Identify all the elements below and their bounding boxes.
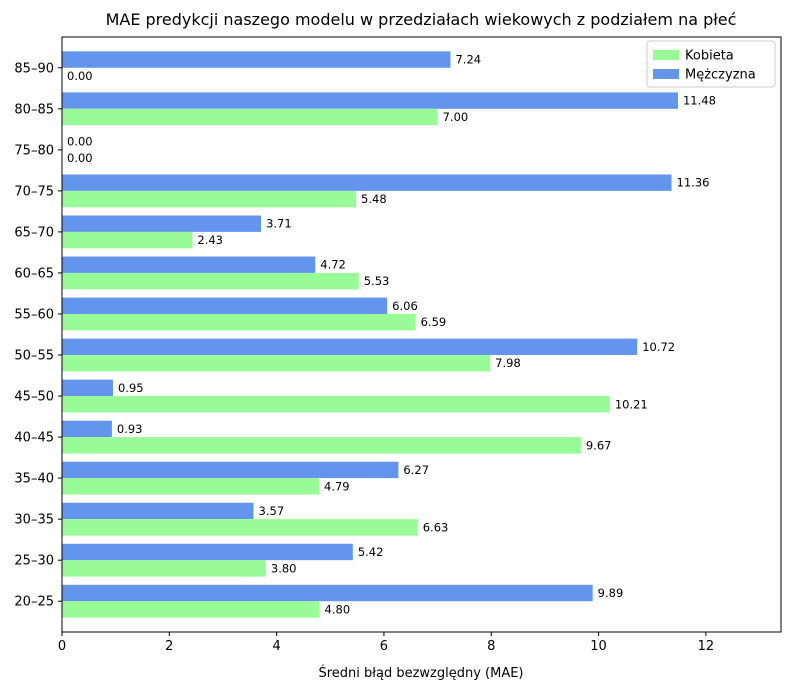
data-label-male-20–25: 9.89	[598, 586, 624, 600]
bar-female-65–70	[62, 231, 193, 249]
y-tick-label-75–80: 75–80	[14, 143, 54, 158]
data-label-male-50–55: 10.72	[642, 340, 675, 354]
bar-female-50–55	[62, 355, 491, 372]
y-tick-label-30–35: 30–35	[14, 513, 54, 528]
x-tick-label-12: 12	[698, 639, 715, 654]
data-label-male-40–45: 0.93	[117, 422, 143, 436]
bar-female-80–85	[62, 108, 438, 126]
y-tick-label-35–40: 35–40	[14, 472, 54, 487]
legend-swatch-male	[653, 69, 679, 79]
bar-male-25–30	[62, 543, 353, 561]
data-label-male-35–40: 6.27	[403, 463, 429, 477]
data-label-male-25–30: 5.42	[358, 545, 384, 559]
y-tick-label-25–30: 25–30	[14, 554, 54, 569]
y-tick-label-85–90: 85–90	[14, 61, 54, 76]
data-label-female-45–50: 10.21	[615, 397, 648, 411]
bar-female-30–35	[62, 519, 418, 536]
data-label-male-55–60: 6.06	[392, 299, 418, 313]
x-tick-label-2: 2	[165, 639, 173, 654]
data-label-male-65–70: 3.71	[266, 217, 292, 231]
data-label-male-30–35: 3.57	[259, 504, 285, 518]
data-label-male-70–75: 11.36	[677, 176, 710, 190]
x-axis-label: Średni błąd bezwzględny (MAE)	[318, 665, 523, 681]
data-label-male-45–50: 0.95	[118, 381, 144, 395]
bar-female-45–50	[62, 396, 610, 413]
data-label-female-85–90: 0.00	[67, 69, 93, 83]
data-label-female-55–60: 6.59	[421, 315, 447, 329]
bar-male-55–60	[62, 297, 388, 314]
x-axis-ticks: 0 2 4 6 8 10 12	[58, 632, 714, 654]
data-label-male-80–85: 11.48	[683, 94, 716, 108]
x-tick-label-10: 10	[590, 639, 607, 654]
legend: Kobieta Mężczyzna	[646, 40, 776, 88]
x-tick-label-8: 8	[487, 639, 495, 654]
y-tick-label-45–50: 45–50	[14, 390, 54, 405]
data-label-male-75–80: 0.00	[67, 135, 93, 149]
data-label-female-35–40: 4.79	[324, 479, 350, 493]
data-label-female-65–70: 2.43	[197, 233, 223, 247]
bar-male-65–70	[62, 215, 262, 232]
y-tick-label-60–65: 60–65	[14, 266, 54, 281]
bar-male-85–90	[62, 51, 451, 68]
x-tick-label-0: 0	[58, 639, 66, 654]
data-label-female-30–35: 6.63	[423, 520, 449, 534]
bar-female-70–75	[62, 190, 357, 208]
y-axis-ticks: 20–25 25–30 30–35 35–40 40–45 45–50 50–55 55–60…	[14, 61, 62, 610]
legend-label-female: Kobieta	[685, 49, 734, 64]
bar-female-60–65	[62, 272, 359, 290]
data-label-male-85–90: 7.24	[455, 53, 481, 67]
plot-frame	[61, 36, 782, 633]
bar-male-80–85	[62, 92, 678, 109]
bar-male-60–65	[62, 256, 316, 273]
data-label-male-60–65: 4.72	[320, 258, 346, 272]
data-label-female-40–45: 9.67	[586, 438, 612, 452]
bar-male-40–45	[62, 420, 112, 438]
data-label-female-25–30: 3.80	[271, 561, 297, 575]
bar-male-35–40	[62, 461, 399, 479]
data-label-female-70–75: 5.48	[361, 192, 387, 206]
bar-male-50–55	[62, 338, 638, 356]
data-labels-group: 9.89 4.80 5.42 3.80 3.57 6.63 6.27 4.79 0.93 9.67…	[67, 53, 716, 617]
bar-female-55–60	[62, 313, 416, 331]
data-label-female-80–85: 7.00	[443, 110, 469, 124]
y-tick-label-65–70: 65–70	[14, 225, 54, 240]
legend-label-male: Mężczyzna	[685, 68, 756, 83]
bar-male-30–35	[62, 502, 254, 520]
legend-swatch-female	[653, 50, 679, 60]
bar-female-25–30	[62, 560, 266, 577]
y-tick-label-40–45: 40–45	[14, 431, 54, 446]
bar-female-40–45	[62, 437, 581, 454]
x-tick-label-6: 6	[380, 639, 388, 654]
data-label-female-75–80: 0.00	[67, 151, 93, 165]
data-label-female-60–65: 5.53	[364, 274, 390, 288]
bar-male-70–75	[62, 174, 672, 191]
y-tick-label-80–85: 80–85	[14, 102, 54, 117]
chart-title: MAE predykcji naszego modelu w przedział…	[106, 10, 737, 29]
bar-male-45–50	[62, 379, 113, 397]
x-tick-label-4: 4	[272, 639, 280, 654]
bar-female-35–40	[62, 478, 320, 495]
data-label-female-20–25: 4.80	[325, 602, 351, 616]
y-tick-label-20–25: 20–25	[14, 595, 54, 610]
bar-male-20–25	[62, 584, 593, 602]
data-label-female-50–55: 7.98	[495, 356, 521, 370]
y-tick-label-70–75: 70–75	[14, 184, 54, 199]
bars-group	[62, 51, 678, 618]
y-tick-label-55–60: 55–60	[14, 307, 54, 322]
y-tick-label-50–55: 50–55	[14, 349, 54, 364]
bar-female-20–25	[62, 601, 320, 618]
